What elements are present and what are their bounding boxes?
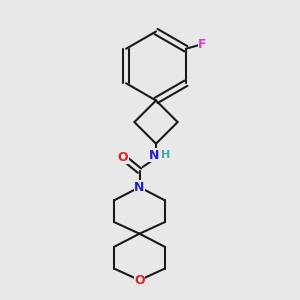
- Text: F: F: [198, 38, 207, 51]
- Text: O: O: [134, 274, 145, 287]
- Text: N: N: [148, 148, 159, 162]
- Text: O: O: [118, 151, 128, 164]
- Text: H: H: [161, 150, 170, 160]
- Text: N: N: [134, 181, 145, 194]
